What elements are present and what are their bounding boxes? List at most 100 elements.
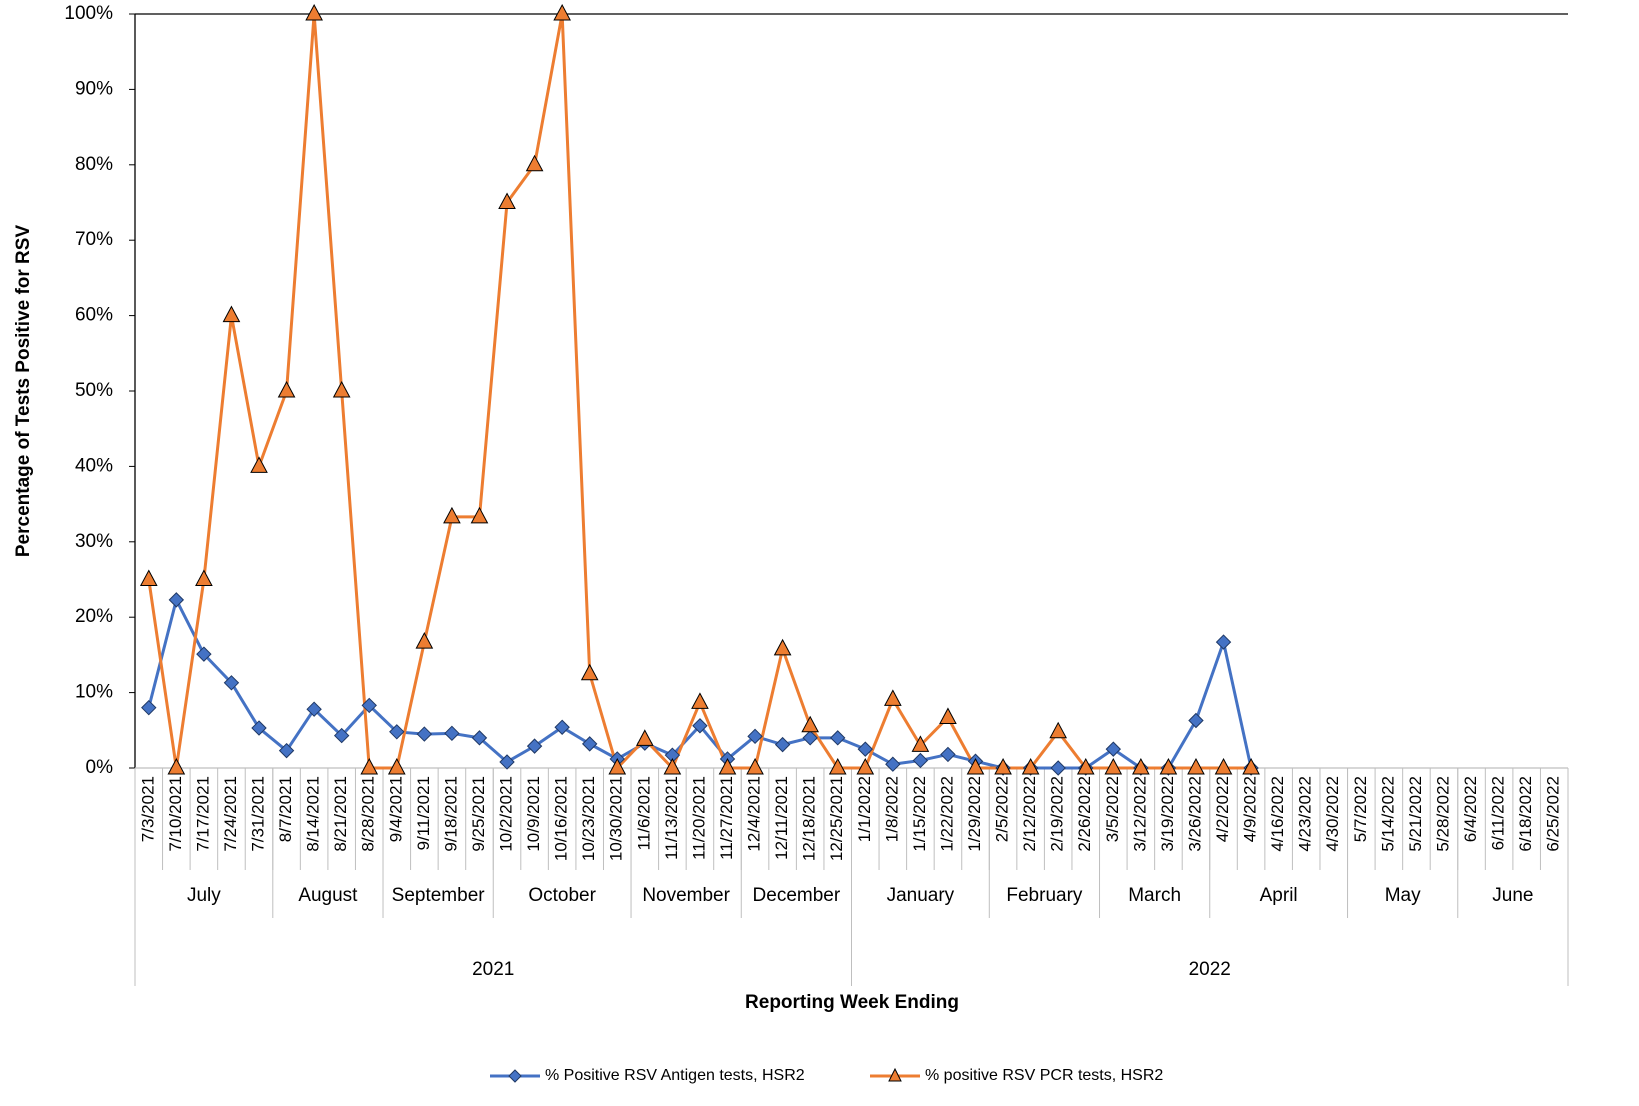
- data-point: [801, 715, 819, 733]
- data-point: [1050, 760, 1066, 776]
- data-point: [443, 506, 461, 524]
- data-point: [580, 663, 599, 681]
- x-tick-label: 8/7/2021: [276, 776, 295, 842]
- data-point: [498, 192, 516, 209]
- data-point: [306, 701, 322, 717]
- data-point: [444, 725, 460, 742]
- data-point: [608, 757, 627, 775]
- y-tick-label: 60%: [75, 305, 113, 326]
- x-tick-label: 9/18/2021: [441, 776, 460, 852]
- x-tick-label: 11/6/2021: [634, 776, 653, 850]
- data-point: [278, 742, 295, 759]
- year-label: 2022: [1189, 959, 1231, 980]
- data-point: [1215, 634, 1232, 650]
- x-tick-label: 8/28/2021: [359, 776, 378, 852]
- data-point: [1021, 757, 1040, 775]
- data-point: [553, 3, 571, 21]
- x-tick-label: 7/17/2021: [193, 776, 212, 852]
- x-tick-label: 1/15/2022: [910, 776, 929, 852]
- data-point: [387, 757, 406, 775]
- y-tick-label: 40%: [75, 455, 113, 476]
- x-tick-label: 9/25/2021: [469, 776, 488, 852]
- data-point: [966, 757, 985, 775]
- x-tick-label: 9/11/2021: [414, 776, 433, 850]
- data-point: [361, 697, 377, 714]
- x-tick-label: 12/25/2021: [827, 776, 846, 861]
- data-point: [718, 757, 737, 775]
- y-tick-label: 30%: [75, 531, 113, 552]
- y-axis-title: Percentage of Tests Positive for RSV: [13, 225, 34, 558]
- month-label: July: [187, 885, 221, 906]
- x-tick-label: 6/25/2022: [1544, 776, 1563, 852]
- x-tick-label: 4/16/2022: [1268, 776, 1287, 852]
- data-point: [663, 757, 682, 775]
- x-tick-label: 5/21/2022: [1406, 776, 1425, 852]
- data-point: [499, 754, 515, 770]
- data-point: [885, 756, 901, 772]
- data-point: [691, 692, 709, 709]
- month-label: April: [1260, 885, 1298, 906]
- year-label: 2021: [472, 959, 514, 980]
- x-tick-label: 1/22/2022: [937, 776, 956, 852]
- data-point: [1242, 757, 1260, 775]
- legend-marker: [508, 1069, 522, 1083]
- x-tick-label: 11/13/2021: [662, 776, 681, 860]
- month-label: August: [298, 885, 358, 906]
- x-tick-label: 8/14/2021: [304, 776, 323, 852]
- y-tick-label: 80%: [75, 154, 113, 175]
- data-point: [222, 305, 241, 323]
- data-point: [195, 569, 213, 586]
- data-point: [692, 718, 708, 734]
- data-point: [1132, 757, 1150, 775]
- data-point: [470, 506, 489, 524]
- data-point: [1105, 741, 1122, 757]
- x-tick-label: 3/19/2022: [1158, 776, 1177, 852]
- month-label: February: [1006, 885, 1083, 906]
- legend-label: % positive RSV PCR tests, HSR2: [925, 1067, 1163, 1084]
- x-tick-label: 7/24/2021: [221, 776, 240, 852]
- data-point: [139, 569, 158, 586]
- y-tick-label: 50%: [75, 380, 113, 401]
- y-tick-label: 100%: [64, 3, 113, 24]
- x-tick-label: 9/4/2021: [386, 776, 405, 842]
- x-tick-label: 4/23/2022: [1296, 776, 1315, 852]
- x-tick-label: 2/19/2022: [1048, 776, 1067, 852]
- x-tick-label: 6/4/2022: [1461, 776, 1480, 842]
- x-tick-label: 3/26/2022: [1185, 776, 1204, 852]
- x-tick-label: 10/2/2021: [497, 776, 516, 852]
- data-point: [939, 707, 957, 724]
- data-point: [774, 736, 791, 753]
- x-tick-label: 4/9/2022: [1241, 776, 1260, 842]
- y-tick-label: 90%: [75, 78, 113, 99]
- data-point: [305, 3, 323, 21]
- data-point: [911, 735, 930, 752]
- data-point: [141, 699, 157, 716]
- data-point: [856, 757, 875, 775]
- data-point: [581, 736, 598, 752]
- month-label: October: [528, 885, 596, 906]
- series-line: [147, 12, 1252, 770]
- data-point: [1214, 757, 1233, 775]
- x-tick-label: 2/12/2022: [1020, 776, 1039, 852]
- x-axis-title: Reporting Week Ending: [745, 992, 959, 1013]
- x-tick-label: 10/30/2021: [607, 776, 626, 861]
- data-point: [1159, 757, 1178, 775]
- month-label: November: [642, 885, 730, 906]
- data-point: [389, 724, 405, 740]
- series-line: [147, 598, 1253, 770]
- data-point: [994, 757, 1012, 775]
- data-point: [416, 726, 433, 742]
- data-point: [332, 380, 351, 398]
- data-point: [167, 757, 186, 775]
- x-tick-label: 6/18/2022: [1516, 776, 1535, 852]
- legend-marker: [888, 1067, 902, 1082]
- data-point: [554, 719, 570, 735]
- x-tick-label: 10/16/2021: [552, 776, 571, 861]
- data-point: [828, 757, 847, 775]
- x-tick-label: 7/3/2021: [138, 776, 157, 842]
- month-label: January: [887, 885, 955, 906]
- x-tick-label: 5/28/2022: [1433, 776, 1452, 852]
- x-tick-label: 12/18/2021: [800, 776, 819, 861]
- y-tick-label: 10%: [75, 682, 113, 703]
- data-point: [940, 746, 956, 763]
